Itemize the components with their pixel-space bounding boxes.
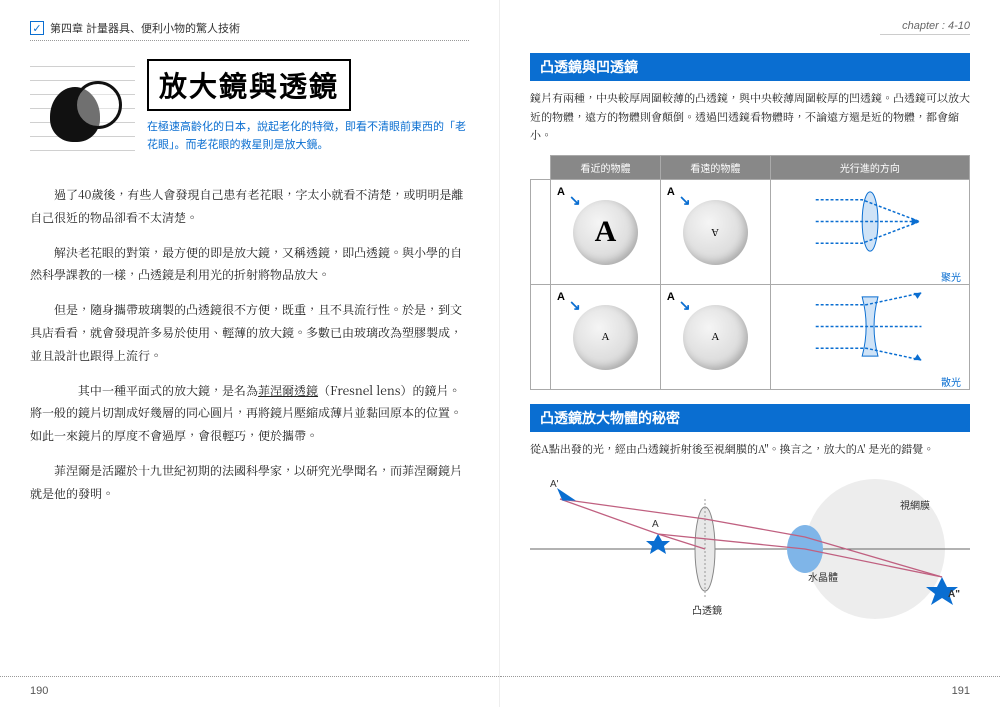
concave-near-cell: A↘ A bbox=[551, 285, 661, 390]
page-number-left: 190 bbox=[30, 685, 48, 697]
article-subtitle: 在極速高齡化的日本，說起老化的特徵，即看不清眼前東西的「老花眼」。而老花眼的救星… bbox=[147, 119, 469, 154]
para-1: 過了40歲後，有些人會發現自己患有老花眼，字太小就看不清楚，或明明是離自己很近的… bbox=[30, 184, 469, 230]
ray-diverge-label: 散光 bbox=[771, 374, 969, 389]
inverted-a-icon: A bbox=[711, 226, 719, 238]
convex-far-cell: A↘ A bbox=[660, 180, 770, 285]
concave-ray-cell: 散光 bbox=[770, 285, 969, 390]
para-5: 菲涅爾是活躍於十九世紀初期的法國科學家，以研究光學聞名，而菲涅爾鏡片就是他的發明… bbox=[30, 460, 469, 506]
fresnel-link: 菲涅爾透鏡 bbox=[258, 382, 318, 399]
label-crystalline: 水晶體 bbox=[808, 572, 838, 584]
row-convex: 凸透鏡 bbox=[531, 180, 551, 285]
col-far: 看遠的物體 bbox=[660, 156, 770, 180]
small-a-icon-2: A bbox=[711, 331, 719, 343]
check-icon: ✓ bbox=[30, 21, 44, 35]
para-2: 解決老花眼的對策，最方便的即是放大鏡，又稱透鏡，即凸透鏡。與小學的自然科學課教的… bbox=[30, 242, 469, 288]
chapter-no: chapter : 4-10 bbox=[880, 20, 970, 35]
ray-converge-label: 聚光 bbox=[771, 269, 969, 284]
article-body: 過了40歲後，有些人會發現自己患有老花眼，字太小就看不清楚，或明明是離自己很近的… bbox=[30, 184, 469, 506]
col-ray: 光行進的方向 bbox=[770, 156, 969, 180]
para-4: 其中一種平面式的放大鏡，是名為菲涅爾透鏡（Fresnel lens）的鏡片。將一… bbox=[30, 380, 469, 448]
convex-near-cell: A↘ A bbox=[551, 180, 661, 285]
convex-ray-cell: 聚光 bbox=[770, 180, 969, 285]
col-near: 看近的物體 bbox=[551, 156, 661, 180]
section1-intro: 鏡片有兩種，中央較厚周圍較薄的凸透鏡，與中央較薄周圍較厚的凹透鏡。凸透鏡可以放大… bbox=[530, 89, 970, 145]
label-retina: 視網膜 bbox=[900, 499, 930, 512]
page-number-right: 191 bbox=[952, 685, 970, 697]
label-lens: 凸透鏡 bbox=[692, 604, 722, 617]
chapter-header: ✓ 第四章 計量器具、便利小物的驚人技術 bbox=[30, 20, 469, 41]
small-a-icon: A bbox=[601, 331, 609, 343]
section2-intro: 從A點出發的光，經由凸透鏡折射後至視網膜的A"。換言之，放大的A' 是光的錯覺。 bbox=[530, 440, 970, 459]
para-3: 但是，隨身攜帶玻璃製的凸透鏡很不方便，既重，且不具流行性。於是，到文具店看看，就… bbox=[30, 299, 469, 367]
lens-comparison-table: 看近的物體 看遠的物體 光行進的方向 凸透鏡 A↘ A A↘ A bbox=[530, 155, 970, 390]
label-a-prime: A' bbox=[550, 479, 559, 490]
magnification-diagram: A' A A" 凸透鏡 水晶體 視網膜 bbox=[530, 469, 970, 619]
row-concave: 凹透鏡 bbox=[531, 285, 551, 390]
label-a-dbl: A" bbox=[948, 589, 960, 600]
concave-far-cell: A↘ A bbox=[660, 285, 770, 390]
loupe-illustration bbox=[30, 59, 135, 164]
chapter-title: 第四章 計量器具、便利小物的驚人技術 bbox=[50, 20, 240, 36]
section1-heading: 凸透鏡與凹透鏡 bbox=[530, 53, 970, 81]
article-title: 放大鏡與透鏡 bbox=[147, 59, 351, 111]
big-a-icon: A bbox=[595, 215, 617, 249]
section2-heading: 凸透鏡放大物體的秘密 bbox=[530, 404, 970, 432]
label-a: A bbox=[652, 519, 659, 530]
